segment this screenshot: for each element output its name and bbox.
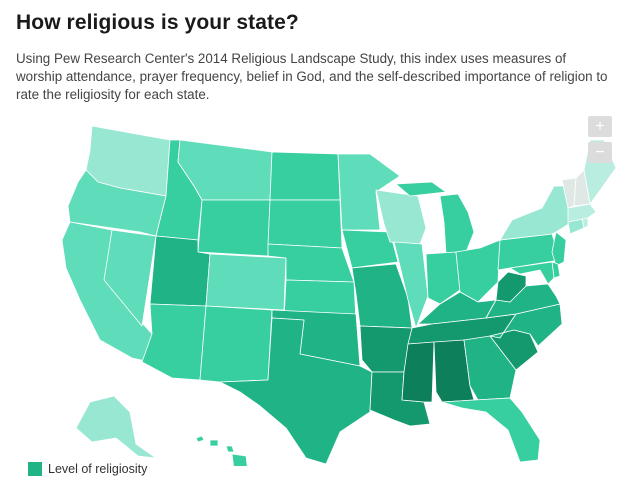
state-MD[interactable] [509, 261, 555, 285]
zoom-in-button[interactable]: + [588, 116, 612, 137]
state-OR[interactable] [67, 169, 167, 237]
page-subtitle: Using Pew Research Center's 2014 Religio… [16, 51, 608, 102]
legend-label: Level of religiosity [48, 462, 148, 476]
state-WY[interactable] [197, 199, 271, 257]
zoom-out-button[interactable]: − [588, 142, 612, 163]
state-SD[interactable] [267, 199, 343, 249]
state-TX[interactable] [219, 317, 373, 465]
state-IA[interactable] [341, 229, 399, 269]
map-legend: Level of religiosity [28, 462, 147, 476]
state-MI[interactable] [395, 181, 475, 255]
state-NY[interactable] [499, 185, 573, 241]
state-NM[interactable] [199, 305, 273, 383]
legend-swatch [28, 462, 42, 476]
state-MS[interactable] [401, 341, 435, 403]
page-title: How religious is your state? [16, 11, 299, 34]
state-AR[interactable] [359, 325, 413, 373]
state-WV[interactable] [495, 271, 527, 303]
us-states-map [61, 125, 617, 466]
state-CO[interactable] [205, 253, 287, 311]
state-NV[interactable] [103, 229, 157, 327]
state-FL[interactable] [441, 397, 541, 463]
state-AK[interactable] [75, 395, 157, 459]
state-HI[interactable] [195, 435, 248, 466]
state-ND[interactable] [269, 151, 341, 201]
state-NJ[interactable] [551, 231, 567, 267]
state-AZ[interactable] [141, 303, 207, 381]
state-IN[interactable] [425, 251, 461, 305]
